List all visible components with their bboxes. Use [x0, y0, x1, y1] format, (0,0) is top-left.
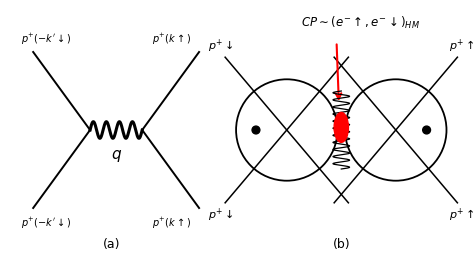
Ellipse shape [423, 126, 430, 134]
Text: $q$: $q$ [110, 148, 122, 164]
Text: $p^{+}\downarrow$: $p^{+}\downarrow$ [208, 207, 233, 224]
Text: (a): (a) [103, 238, 120, 251]
Text: $p^{+}\uparrow$: $p^{+}\uparrow$ [449, 38, 474, 55]
Text: $p^{+}(-k^{\prime}\downarrow)$: $p^{+}(-k^{\prime}\downarrow)$ [21, 31, 72, 47]
Text: $p^{+}(k\uparrow)$: $p^{+}(k\uparrow)$ [152, 31, 191, 47]
Text: (b): (b) [332, 238, 350, 251]
Text: $CP \sim (e^{-}\uparrow, e^{-}\downarrow)_{HM}$: $CP \sim (e^{-}\uparrow, e^{-}\downarrow… [301, 15, 420, 31]
Text: $p^{+}\uparrow$: $p^{+}\uparrow$ [449, 207, 474, 224]
Ellipse shape [252, 126, 260, 134]
Text: $p^{+}(-k^{\prime}\downarrow)$: $p^{+}(-k^{\prime}\downarrow)$ [21, 216, 72, 231]
Text: $p^{+}(k\uparrow)$: $p^{+}(k\uparrow)$ [152, 216, 191, 231]
Ellipse shape [334, 112, 348, 142]
Text: $p^{+}\downarrow$: $p^{+}\downarrow$ [208, 38, 233, 55]
